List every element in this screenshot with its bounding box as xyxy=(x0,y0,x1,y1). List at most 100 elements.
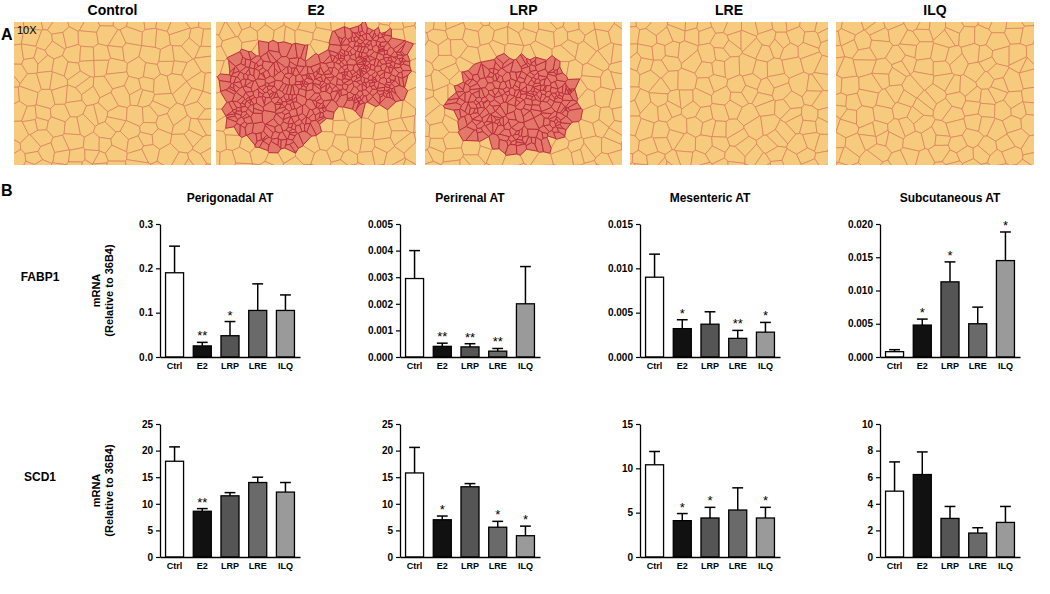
y-tick-label: 10 xyxy=(142,499,154,510)
y-tick-mark xyxy=(156,557,160,558)
adipocyte-cell xyxy=(609,88,622,109)
y-tick-mark xyxy=(156,313,160,314)
adipocyte-cell xyxy=(554,69,558,74)
error-bar-stem xyxy=(737,488,739,510)
x-tick-label: LRP xyxy=(221,561,239,571)
adipocyte-cell xyxy=(946,161,963,165)
error-bar-stem xyxy=(709,507,711,518)
adipocyte-cell xyxy=(460,102,468,112)
adipocyte-cell xyxy=(509,88,515,96)
bar-chart: ****0.0000.0050.0100.015CtrlE2LRPLREILQM… xyxy=(608,191,781,371)
adipocyte-cell xyxy=(814,55,828,74)
adipocyte-cell xyxy=(528,80,535,86)
y-axis: 0.0000.0050.0100.0150.020 xyxy=(848,219,881,363)
error-bar-cap xyxy=(705,311,716,313)
adipocyte-cell xyxy=(632,150,648,165)
adipocyte-cell xyxy=(323,111,334,120)
adipocyte-cell xyxy=(271,138,278,145)
adipocyte-cell xyxy=(538,69,548,77)
adipocyte-cell xyxy=(335,54,338,60)
adipocyte-cell xyxy=(358,56,362,57)
x-tick-label: Ctrl xyxy=(167,361,183,371)
error-bar-cap xyxy=(889,349,900,351)
x-tick: Ctrl xyxy=(407,561,423,571)
adipocyte-cell xyxy=(565,79,579,89)
x-tick: E2 xyxy=(677,561,688,571)
adipocyte-cell xyxy=(801,105,818,122)
x-tick: LRP xyxy=(461,561,479,571)
x-tick: Ctrl xyxy=(887,361,903,371)
adipocyte-cell xyxy=(257,25,274,43)
significance: * xyxy=(227,308,232,323)
adipocyte-cell xyxy=(494,91,501,98)
adipocyte-cell xyxy=(494,125,504,135)
adipocyte-cell xyxy=(414,114,416,133)
bar xyxy=(701,324,719,357)
y-tick: 10 xyxy=(142,499,160,510)
x-tick: LRP xyxy=(941,361,959,371)
y-tick-mark xyxy=(876,504,880,505)
error-bar-cap xyxy=(280,294,291,296)
adipocyte-cell xyxy=(320,63,328,73)
error-bar-stem xyxy=(949,506,951,518)
error-bar xyxy=(252,477,263,482)
x-tick-label: ILQ xyxy=(998,561,1013,571)
adipocyte-cell xyxy=(472,119,481,125)
x-tick: E2 xyxy=(677,361,688,371)
y-tick-mark xyxy=(156,477,160,478)
adipocyte-cell xyxy=(341,45,350,51)
adipocyte-cell xyxy=(667,161,675,165)
adipocyte-cell xyxy=(566,59,582,79)
error-bar-stem xyxy=(285,483,287,493)
adipocyte-cell xyxy=(353,101,360,111)
bar xyxy=(461,487,479,557)
y-tick-label: 0.004 xyxy=(368,245,393,256)
adipocyte-cell xyxy=(352,95,355,101)
x-axis-line xyxy=(161,357,301,358)
error-bar xyxy=(409,251,420,279)
x-tick-label: LRP xyxy=(461,561,479,571)
chart-title: Perirenal AT xyxy=(435,191,505,205)
significance: * xyxy=(440,502,445,517)
adipocyte-cell xyxy=(438,38,451,55)
error-bar xyxy=(972,307,983,324)
adipocyte-cell xyxy=(728,161,745,165)
adipocyte-cell xyxy=(446,23,466,40)
adipocyte-cell xyxy=(391,91,401,102)
adipocyte-cell xyxy=(486,94,495,102)
adipocyte-cell xyxy=(306,109,313,118)
significance: * xyxy=(920,305,925,320)
adipocyte-cell xyxy=(557,128,566,136)
y-axis-title: mRNA(Relative to 36B4) xyxy=(90,444,115,537)
y-tick: 15 xyxy=(142,472,160,483)
x-axis: CtrlE2LRPLREILQ xyxy=(641,358,781,372)
adipocyte-cell xyxy=(244,74,248,79)
adipocyte-cell xyxy=(53,150,70,165)
adipocyte-cell xyxy=(279,83,286,92)
adipocyte-cell xyxy=(816,117,828,134)
y-tick-label: 25 xyxy=(142,419,154,430)
adipocyte-cell xyxy=(520,90,527,94)
adipocyte-cell xyxy=(106,58,127,74)
bar xyxy=(433,346,451,357)
y-tick: 0.000 xyxy=(608,352,640,363)
adipocyte-cell xyxy=(295,29,313,45)
y-tick-label: 6 xyxy=(867,472,873,483)
bar xyxy=(276,310,294,357)
y-tick-label: 0.005 xyxy=(608,307,633,318)
adipocyte-cell xyxy=(274,71,285,81)
error-bar xyxy=(732,330,743,338)
y-tick-label: 20 xyxy=(382,445,394,456)
adipocyte-cell xyxy=(356,80,362,84)
error-bar-stem xyxy=(257,284,259,311)
y-tick: 0 xyxy=(867,552,880,563)
adipocyte-cell xyxy=(301,81,303,85)
y-tick-label: 0.010 xyxy=(608,263,633,274)
y-tick-label: 0.2 xyxy=(139,263,153,274)
adipocyte-cell xyxy=(565,88,569,94)
chart-title: Perigonadal AT xyxy=(187,191,274,205)
adipocyte-cell xyxy=(482,164,492,165)
adipocyte-cell xyxy=(303,164,312,165)
y-tick-label: 0.0 xyxy=(139,352,153,363)
chart-title: Subcutaneous AT xyxy=(900,191,1001,205)
